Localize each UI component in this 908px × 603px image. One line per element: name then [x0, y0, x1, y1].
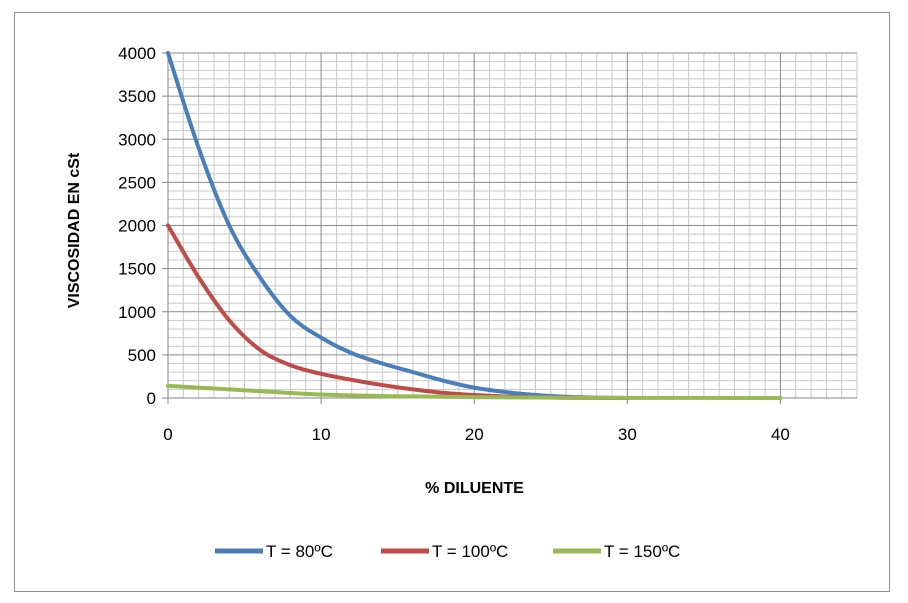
x-tick-label: 0 [163, 425, 172, 444]
viscosity-chart: 0 500 1000 1500 2000 2500 3000 3500 4000 0 10 20 30 4… [66, 44, 858, 561]
y-tick-label: 3000 [118, 130, 156, 149]
x-axis-title: % DILUENTE [425, 480, 524, 497]
legend-label: T = 100ºC [432, 542, 508, 561]
legend-item-1: T = 80ºC [215, 542, 333, 561]
legend: T = 80ºC T = 100ºC T = 150ºC [215, 542, 680, 561]
series-line-3 [166, 383, 783, 400]
y-tick-label: 4000 [118, 44, 156, 63]
y-tick-label: 500 [128, 346, 156, 365]
legend-item-2: T = 100ºC [381, 542, 508, 561]
y-tick-label: 1500 [118, 260, 156, 279]
chart-frame: 0 500 1000 1500 2000 2500 3000 3500 4000 0 10 20 30 4… [14, 12, 890, 592]
y-axis-title: VISCOSIDAD EN cSt [66, 152, 83, 308]
x-tick-label: 30 [618, 425, 637, 444]
x-tick-label: 10 [312, 425, 331, 444]
x-tick-label: 20 [465, 425, 484, 444]
tick-labels: 0 500 1000 1500 2000 2500 3000 3500 4000 0 10 20 30 4… [118, 44, 790, 444]
legend-label: T = 150ºC [604, 542, 680, 561]
y-tick-label: 2000 [118, 217, 156, 236]
y-tick-label: 2500 [118, 173, 156, 192]
legend-label: T = 80ºC [266, 542, 333, 561]
series-lines [166, 51, 783, 400]
axes [162, 52, 857, 404]
y-tick-label: 1000 [118, 303, 156, 322]
grid [168, 52, 858, 398]
y-tick-label: 3500 [118, 87, 156, 106]
y-tick-label: 0 [147, 389, 156, 408]
x-tick-label: 40 [771, 425, 790, 444]
legend-item-3: T = 150ºC [553, 542, 680, 561]
